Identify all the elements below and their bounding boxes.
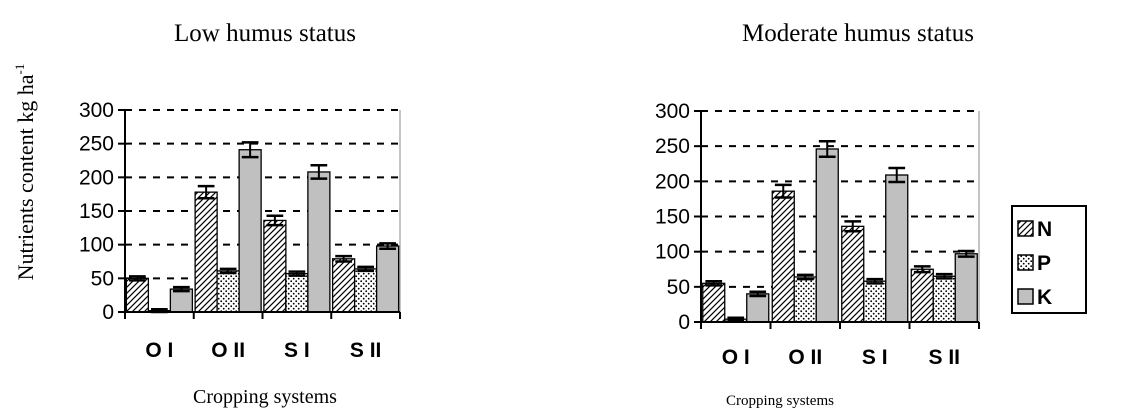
- legend-swatch-k: [1017, 288, 1034, 305]
- category-label: O II: [788, 346, 822, 369]
- category-label: S I: [862, 346, 888, 369]
- y-tick-label: 0: [678, 311, 690, 334]
- y-tick-label: 250: [79, 133, 114, 156]
- legend-label-p: P: [1037, 252, 1051, 275]
- bar-k-oi: [169, 288, 194, 313]
- bar-k-oii: [238, 149, 262, 313]
- x-axis-label-low: Cropping systems: [193, 386, 337, 408]
- bar-k-sii: [375, 245, 400, 313]
- y-axis-label-superscript: -1: [12, 64, 27, 75]
- bar-n-oi: [702, 282, 726, 323]
- chart-title-low: Low humus status: [174, 20, 356, 47]
- y-tick-label: 150: [655, 206, 690, 229]
- bar-p-si: [285, 272, 309, 313]
- bar-p-oii: [793, 276, 817, 323]
- legend-label-k: K: [1037, 286, 1052, 309]
- category-label: S I: [284, 339, 310, 362]
- y-tick-label: 250: [655, 135, 690, 158]
- bar-k-oi: [746, 293, 770, 323]
- bar-p-sii: [932, 275, 956, 323]
- category-label: O I: [145, 339, 173, 362]
- y-tick-label: 100: [655, 241, 690, 264]
- chart-low-humus: O I O II S I S II 0 50 100 150 200 250 300: [79, 99, 401, 362]
- category-label: S II: [928, 346, 960, 369]
- y-tick-label: 150: [79, 200, 114, 223]
- legend-swatch-n: [1017, 220, 1034, 237]
- y-tick-label: 100: [79, 234, 114, 257]
- bar-p-si: [863, 280, 887, 323]
- legend-swatch-p: [1017, 254, 1034, 271]
- bar-k-sii: [954, 253, 978, 323]
- category-label: S II: [350, 339, 382, 362]
- bar-p-oii: [216, 270, 240, 313]
- y-tick-label: 200: [79, 166, 114, 189]
- y-tick-label: 50: [91, 267, 114, 290]
- y-axis-label: Nutrients content kg ha-1: [12, 64, 38, 281]
- bar-k-si: [885, 174, 909, 323]
- bar-n-si: [263, 219, 287, 313]
- bar-n-sii: [910, 268, 934, 323]
- chart-moderate-humus: O I O II S I S II 0 50 100 150 200 250 300: [655, 100, 980, 369]
- bar-p-sii: [353, 268, 378, 313]
- legend: N P K: [1011, 205, 1087, 314]
- bar-k-oii: [815, 148, 839, 323]
- bar-n-si: [841, 225, 865, 323]
- y-tick-label: 0: [102, 301, 114, 324]
- y-tick-label: 300: [79, 99, 114, 122]
- bar-k-si: [307, 171, 331, 313]
- y-axis-label-main: Nutrients content kg ha: [13, 74, 38, 280]
- category-label: O I: [722, 346, 750, 369]
- bar-n-sii: [331, 258, 356, 313]
- y-tick-label: 50: [667, 276, 690, 299]
- chart-title-moderate: Moderate humus status: [742, 20, 974, 47]
- legend-label-n: N: [1037, 218, 1052, 241]
- bar-n-oii: [771, 190, 795, 323]
- y-tick-label: 300: [655, 100, 690, 123]
- category-label: O II: [211, 339, 245, 362]
- y-tick-label: 200: [655, 170, 690, 193]
- bar-n-oii: [194, 191, 218, 313]
- x-axis-label-moderate: Cropping systems: [726, 393, 834, 409]
- bar-n-oi: [125, 277, 150, 313]
